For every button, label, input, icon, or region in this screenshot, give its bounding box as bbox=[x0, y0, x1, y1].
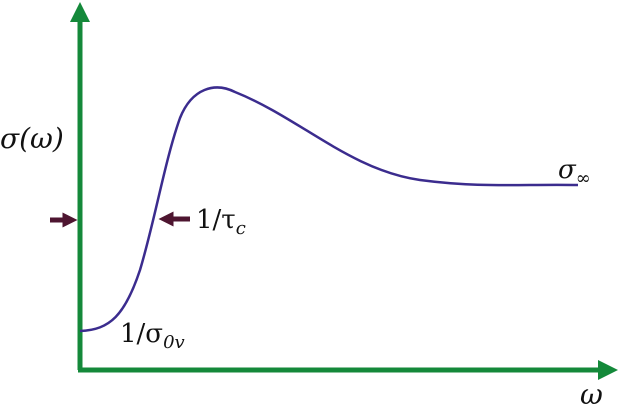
curve-end-label: σ∞ bbox=[558, 155, 591, 189]
label-base: σ bbox=[558, 155, 577, 185]
label-sub: c bbox=[236, 218, 246, 239]
label-base: 1/σ bbox=[120, 319, 163, 349]
label-base: 1/τ bbox=[196, 205, 236, 235]
conductivity-curve bbox=[79, 86, 579, 333]
origin-label: 1/σ0v bbox=[120, 319, 185, 353]
y-axis-label: σ(ω) bbox=[0, 122, 64, 155]
inflection-label: 1/τc bbox=[196, 205, 246, 239]
x-axis-label: ω bbox=[580, 378, 603, 407]
label-sub: 0v bbox=[163, 332, 185, 353]
label-sub: ∞ bbox=[576, 168, 591, 189]
